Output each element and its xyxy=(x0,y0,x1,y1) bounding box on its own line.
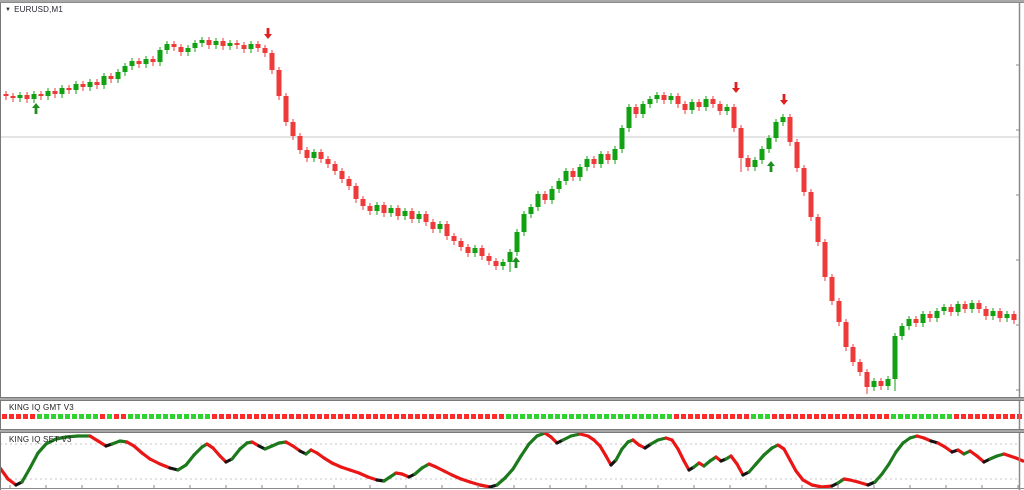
panel-divider-bottom[interactable] xyxy=(0,429,1024,433)
buy-arrow-icon xyxy=(32,103,40,114)
window-top-border xyxy=(0,0,1024,3)
buy-arrow-icon xyxy=(767,161,775,172)
indicator-set-label: KING IQ SET V3 xyxy=(9,435,72,444)
sell-arrow-icon xyxy=(264,28,272,39)
panel-divider-top[interactable] xyxy=(0,397,1024,401)
candlestick-series xyxy=(3,37,1017,394)
sell-arrow-icon xyxy=(780,94,788,105)
oscillator-line xyxy=(0,431,1024,489)
buy-arrow-icon xyxy=(512,257,520,268)
gmt-dot-strip xyxy=(2,414,1022,419)
dropdown-caret-icon[interactable]: ▼ xyxy=(5,6,12,13)
symbol-label-group[interactable]: ▼ EURUSD,M1 xyxy=(5,5,63,14)
indicator-gmt-label: KING IQ GMT V3 xyxy=(9,403,74,412)
symbol-label: EURUSD,M1 xyxy=(14,5,64,14)
sell-arrow-icon xyxy=(732,82,740,93)
